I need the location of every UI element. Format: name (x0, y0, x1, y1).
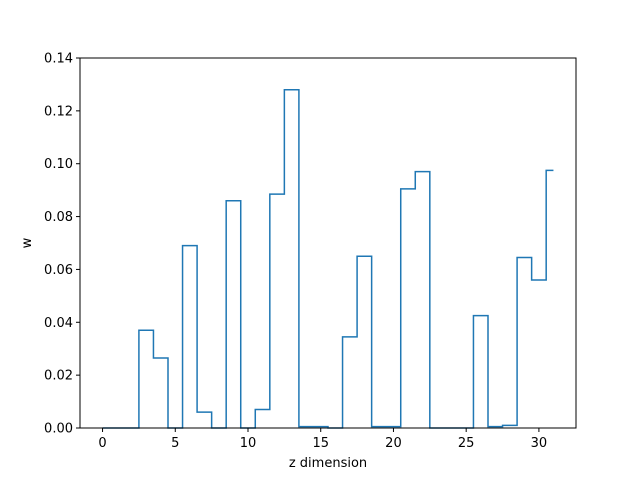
x-tick-label: 10 (240, 436, 257, 451)
x-tick-label: 5 (171, 436, 179, 451)
plot-area (102, 88, 554, 429)
x-axis-label: z dimension (289, 456, 367, 471)
y-tick-label: 0.10 (44, 157, 73, 172)
y-axis-label: w (20, 237, 35, 248)
y-tick-label: 0.12 (44, 104, 73, 119)
x-tick-label: 25 (458, 436, 475, 451)
y-axis: 0.00 0.02 0.04 0.06 0.08 0.10 0.12 0.14 (44, 52, 80, 437)
x-tick-label: 30 (531, 436, 548, 451)
y-tick-label: 0.08 (44, 210, 73, 225)
axes-frame (79, 57, 577, 429)
x-tick-label: 0 (98, 436, 106, 451)
x-tick-label: 15 (312, 436, 329, 451)
series-line (102, 88, 554, 429)
x-axis: 0 5 10 15 20 25 30 (98, 428, 547, 451)
y-tick-label: 0.00 (44, 422, 73, 437)
y-tick-label: 0.04 (44, 316, 73, 331)
y-tick-label: 0.02 (44, 369, 73, 384)
x-tick-label: 20 (385, 436, 402, 451)
y-tick-label: 0.06 (44, 263, 73, 278)
y-tick-label: 0.14 (44, 52, 73, 67)
